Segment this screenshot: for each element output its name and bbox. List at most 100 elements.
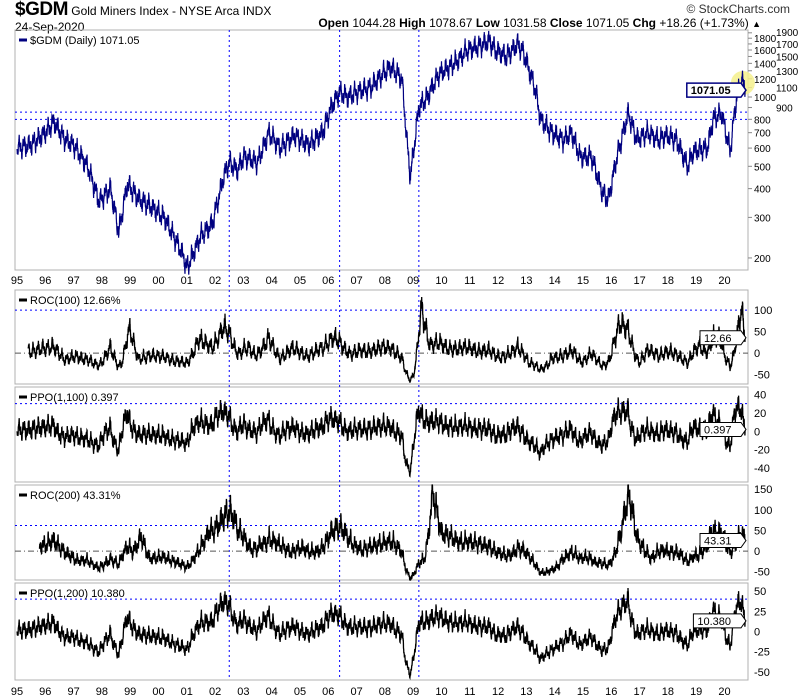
y-tick-label-main: 600 — [754, 144, 771, 155]
y-tick-label-roc200: 100 — [754, 505, 772, 517]
x-tick-label-bottom: 04 — [266, 686, 278, 698]
y-tick-label-main: 700 — [754, 129, 771, 140]
x-tick-label-bottom: 09 — [407, 686, 419, 698]
x-tick-label-top: 18 — [662, 275, 674, 287]
close-value: 1071.05 — [585, 16, 630, 30]
x-tick-label-bottom: 03 — [237, 686, 249, 698]
symbol: $GDM — [15, 0, 68, 20]
x-tick-label-top: 11 — [464, 275, 475, 287]
legend-ppo200: PPO(1,200) 10.380 — [30, 588, 125, 600]
y-tick-label-main: 800 — [754, 115, 771, 126]
x-tick-label-bottom: 14 — [549, 686, 561, 698]
legend-ppo100: PPO(1,100) 0.397 — [30, 392, 119, 404]
x-tick-label-top: 10 — [435, 275, 447, 287]
x-tick-label-top: 01 — [181, 275, 193, 287]
x-tick-label-bottom: 16 — [605, 686, 617, 698]
panel-frame-ppo100 — [14, 386, 749, 483]
value-tag-roc200 — [699, 533, 747, 549]
high-value: 1078.67 — [429, 16, 473, 30]
price-line — [16, 30, 746, 275]
x-tick-label-top: 00 — [152, 275, 164, 287]
value-tag-main — [686, 82, 747, 98]
y-tick-label-roc200: 50 — [754, 525, 766, 537]
x-tick-label-bottom: 05 — [294, 686, 306, 698]
x-tick-label-bottom: 07 — [350, 686, 362, 698]
x-tick-label-bottom: 98 — [96, 686, 108, 698]
panel-frame-main — [14, 29, 749, 271]
y-tick-label-ppo100: -40 — [754, 463, 770, 475]
x-tick-label-bottom: 12 — [492, 686, 504, 698]
x-tick-label-bottom: 97 — [67, 686, 79, 698]
x-tick-label-top: 02 — [209, 275, 221, 287]
value-tag-text-ppo100: 0.397 — [704, 424, 732, 436]
low-label: Low — [475, 16, 500, 30]
y-tick-label-main: 200 — [754, 254, 771, 265]
indicator-line-roc100 — [27, 296, 746, 383]
value-tag-text-roc200: 43.31 — [704, 536, 732, 548]
x-tick-label-top: 19 — [690, 275, 702, 287]
x-tick-label-top: 99 — [124, 275, 136, 287]
y-tick-label-main: 1900 — [776, 28, 799, 39]
value-tag-roc100 — [699, 330, 747, 346]
legend-roc100: ROC(100) 12.66% — [30, 295, 121, 307]
y-tick-label-roc200: -50 — [754, 567, 770, 579]
y-tick-label-main: 1300 — [776, 67, 799, 78]
legend-roc200: ROC(200) 43.31% — [30, 490, 121, 502]
x-tick-label-bottom: 15 — [577, 686, 589, 698]
x-tick-label-bottom: 20 — [718, 686, 730, 698]
y-tick-label-roc100: 100 — [754, 305, 772, 317]
chg-label: Chg — [632, 16, 656, 30]
panel-frame-ppo200 — [14, 582, 749, 681]
x-tick-label-bottom: 19 — [690, 686, 702, 698]
x-tick-label-top: 95 — [11, 275, 23, 287]
open-label: Open — [318, 16, 349, 30]
y-tick-label-main: 400 — [754, 185, 771, 196]
x-tick-label-bottom: 00 — [152, 686, 164, 698]
x-tick-label-top: 20 — [718, 275, 730, 287]
x-tick-label-bottom: 99 — [124, 686, 136, 698]
y-tick-label-main: 300 — [754, 213, 771, 224]
x-tick-label-top: 03 — [237, 275, 249, 287]
y-tick-label-main: 1000 — [754, 93, 777, 104]
y-tick-label-ppo200: 50 — [754, 586, 766, 598]
value-tag-text-roc100: 12.66 — [704, 333, 732, 345]
y-tick-label-roc100: 0 — [754, 348, 760, 360]
y-tick-label-roc200: 150 — [754, 484, 772, 496]
y-tick-label-roc200: 0 — [754, 546, 760, 558]
open-value: 1044.28 — [352, 16, 396, 30]
x-tick-label-bottom: 01 — [181, 686, 193, 698]
y-tick-label-roc100: -50 — [754, 370, 770, 382]
x-tick-label-top: 08 — [379, 275, 391, 287]
x-tick-label-bottom: 13 — [520, 686, 532, 698]
index-name: Gold Miners Index - NYSE Arca INDX — [71, 4, 272, 18]
x-tick-label-bottom: 17 — [633, 686, 645, 698]
y-tick-label-ppo200: -50 — [754, 667, 770, 679]
panel-frame-roc100 — [14, 289, 749, 385]
x-tick-label-top: 07 — [350, 275, 362, 287]
y-tick-label-ppo100: 40 — [754, 389, 766, 401]
y-tick-label-main: 1400 — [754, 59, 777, 70]
x-tick-label-top: 13 — [520, 275, 532, 287]
x-tick-label-bottom: 95 — [11, 686, 23, 698]
x-tick-label-top: 09 — [407, 275, 419, 287]
value-tag-ppo200 — [692, 613, 747, 629]
close-label: Close — [549, 16, 583, 30]
y-tick-label-ppo200: 0 — [754, 627, 760, 639]
indicator-line-ppo100 — [16, 395, 746, 478]
high-label: High — [399, 16, 426, 30]
x-tick-label-top: 05 — [294, 275, 306, 287]
chart-title: $GDM Gold Miners Index - NYSE Arca INDX — [15, 0, 271, 21]
x-tick-label-bottom: 06 — [322, 686, 334, 698]
y-tick-label-roc100: 50 — [754, 327, 766, 339]
value-tag-text-ppo200: 10.380 — [697, 616, 731, 628]
up-triangle-icon: ▲ — [752, 19, 761, 29]
x-tick-label-bottom: 11 — [464, 686, 475, 698]
y-tick-label-main: 1100 — [776, 83, 798, 94]
x-tick-label-top: 15 — [577, 275, 589, 287]
x-tick-label-top: 16 — [605, 275, 617, 287]
x-tick-label-top: 06 — [322, 275, 334, 287]
y-tick-label-main: 1700 — [776, 40, 799, 51]
x-tick-label-top: 12 — [492, 275, 504, 287]
